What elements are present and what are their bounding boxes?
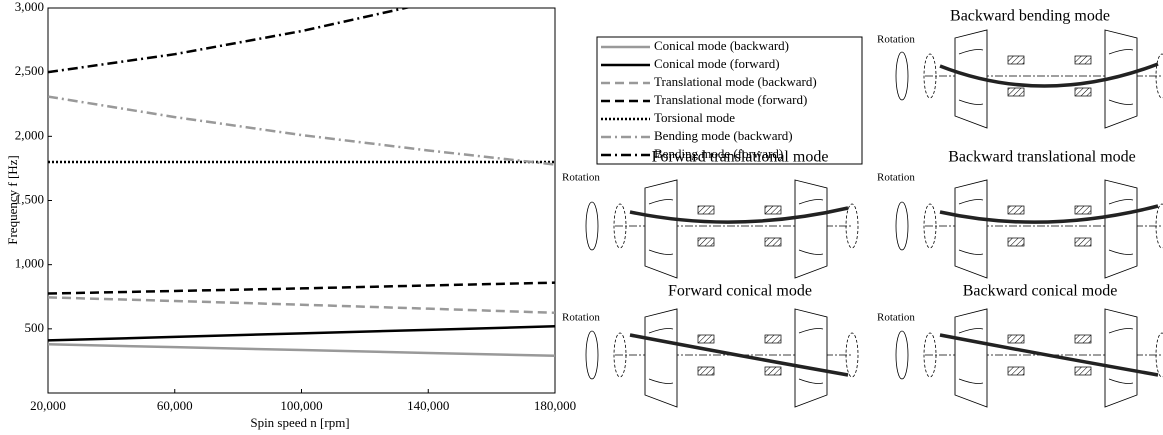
x-tick-label: 60,000 <box>157 398 193 413</box>
bearing <box>1007 237 1025 247</box>
shaft <box>939 333 1159 377</box>
legend-label: Bending mode (backward) <box>654 128 793 143</box>
bearing <box>1074 87 1092 97</box>
plot-frame <box>47 7 556 394</box>
plot-area <box>48 8 555 358</box>
rotation-label: Rotation <box>562 172 600 184</box>
bearing <box>764 334 782 344</box>
bearing <box>1074 55 1092 65</box>
bearing <box>1007 366 1025 376</box>
diagram-title: Forward conical mode <box>668 283 812 300</box>
shaft <box>939 62 1159 88</box>
legend-box <box>596 36 863 165</box>
bearing <box>764 205 782 215</box>
series-line <box>48 296 555 315</box>
y-tick-label: 2,500 <box>15 63 44 78</box>
rotation-ellipse <box>895 201 909 251</box>
series-line <box>48 95 555 166</box>
impeller-blade <box>648 328 674 384</box>
x-tick-label: 20,000 <box>30 398 66 413</box>
y-axis-title: Frequency f [Hz] <box>5 155 20 245</box>
bearing <box>1074 205 1092 215</box>
legend-label: Translational mode (forward) <box>654 92 807 107</box>
series-line <box>48 325 555 342</box>
bearing <box>1007 55 1025 65</box>
shaft <box>939 204 1159 224</box>
x-axis-title: Spin speed n [rpm] <box>250 415 349 430</box>
impeller-blade <box>958 328 984 384</box>
impeller <box>794 308 828 408</box>
impeller-blade <box>798 199 824 255</box>
bearing <box>764 237 782 247</box>
impeller-blade <box>1108 199 1134 255</box>
impeller <box>644 179 678 279</box>
rotation-ellipse <box>585 330 599 380</box>
bearing <box>697 205 715 215</box>
bearing <box>1074 237 1092 247</box>
y-tick-label: 2,000 <box>15 127 44 142</box>
bearing <box>1074 366 1092 376</box>
diagram-title: Forward translational mode <box>652 149 829 166</box>
impeller-blade <box>958 199 984 255</box>
legend-label: Conical mode (backward) <box>654 38 789 53</box>
series-line <box>48 342 555 358</box>
impeller <box>954 29 988 129</box>
rotation-label: Rotation <box>877 172 915 184</box>
bearing <box>697 237 715 247</box>
shaft <box>629 206 849 224</box>
impeller <box>1104 29 1138 129</box>
impeller <box>644 308 678 408</box>
rotation-ellipse <box>895 330 909 380</box>
rotation-ellipse <box>585 201 599 251</box>
impeller <box>954 179 988 279</box>
bearing <box>697 366 715 376</box>
bearing <box>1074 334 1092 344</box>
legend-label: Translational mode (backward) <box>654 74 817 89</box>
rotation-label: Rotation <box>877 34 915 46</box>
y-tick-label: 1,500 <box>15 191 44 206</box>
impeller-blade <box>1108 328 1134 384</box>
bearing <box>1007 334 1025 344</box>
diagram-title: Backward bending mode <box>950 8 1110 25</box>
diagram-title: Backward conical mode <box>963 283 1118 300</box>
impeller-blade <box>798 328 824 384</box>
y-tick-label: 500 <box>25 320 45 335</box>
diagram-title: Backward translational mode <box>948 149 1136 166</box>
x-tick-label: 100,000 <box>280 398 322 413</box>
y-tick-label: 3,000 <box>15 0 44 14</box>
rotation-label: Rotation <box>562 312 600 324</box>
bearing <box>1007 87 1025 97</box>
mode-diagrams: Backward bending mode Rotation Forward tra… <box>562 8 1163 408</box>
impeller <box>954 308 988 408</box>
series-line <box>48 8 411 74</box>
impeller <box>1104 308 1138 408</box>
legend-label: Bending mode (forward) <box>654 146 783 161</box>
impeller <box>794 179 828 279</box>
bearing <box>764 366 782 376</box>
impeller-blade <box>648 199 674 255</box>
legend-label: Conical mode (forward) <box>654 56 780 71</box>
legend-label: Torsional mode <box>654 110 735 125</box>
series-line <box>48 281 555 295</box>
x-tick-label: 180,000 <box>534 398 576 413</box>
x-tick-label: 140,000 <box>407 398 449 413</box>
impeller <box>1104 179 1138 279</box>
impeller-blade <box>958 49 984 105</box>
impeller-blade <box>1108 49 1134 105</box>
rotation-label: Rotation <box>877 312 915 324</box>
y-tick-label: 1,000 <box>15 256 44 271</box>
shaft <box>629 333 849 377</box>
bearing <box>697 334 715 344</box>
rotation-ellipse <box>895 51 909 101</box>
bearing <box>1007 205 1025 215</box>
